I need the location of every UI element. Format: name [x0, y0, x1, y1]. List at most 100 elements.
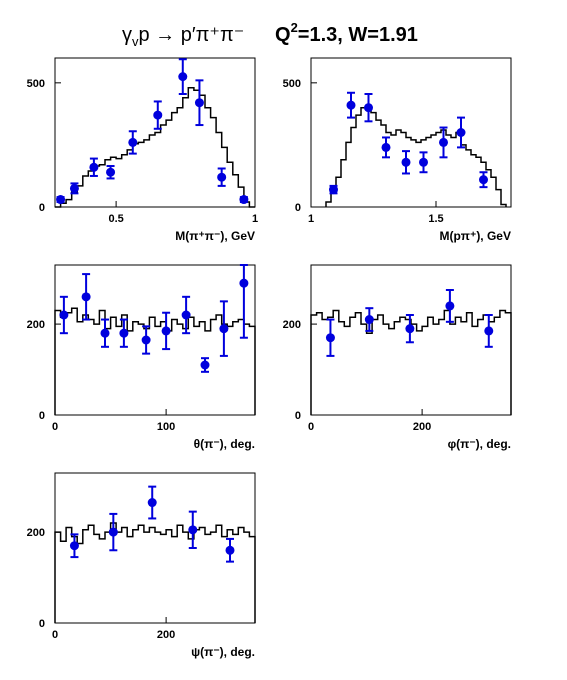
- point-marker: [108, 527, 118, 537]
- data-point: [69, 533, 79, 559]
- point-marker: [217, 172, 227, 182]
- data-point: [456, 116, 466, 149]
- x-tick-label: 200: [413, 421, 431, 433]
- x-axis-label: M(π⁺π⁻), GeV: [175, 229, 255, 243]
- data-point: [225, 537, 235, 563]
- data-point: [364, 93, 373, 123]
- point-marker: [456, 128, 466, 137]
- x-axis-label: M(pπ⁺), GeV: [439, 229, 511, 243]
- y-tick-label: 0: [39, 202, 45, 214]
- x-tick-label: 1.5: [428, 213, 443, 225]
- point-marker: [106, 167, 116, 177]
- y-tick-label: 0: [295, 202, 301, 214]
- chart-panel-4: 0 200 0 200 φ(π⁻), deg.: [283, 264, 512, 451]
- y-tick-label: 0: [39, 410, 45, 422]
- data-point: [439, 126, 448, 159]
- data-point: [445, 289, 455, 323]
- data-point: [484, 314, 494, 348]
- data-point: [346, 91, 356, 119]
- point-marker: [161, 326, 171, 336]
- data-point: [329, 184, 338, 195]
- data-point: [364, 307, 374, 332]
- title-final-state: ′π⁺π⁻: [192, 24, 244, 46]
- point-marker: [128, 137, 138, 147]
- svg-text:γvp → p′π⁺π⁻: γvp → p′π⁺π⁻: [122, 24, 244, 49]
- y-tick-label: 200: [283, 319, 301, 331]
- data-point: [239, 264, 249, 339]
- title-gamma-subscript: v: [132, 34, 139, 49]
- plot-frame: [310, 264, 512, 416]
- data-point: [81, 273, 91, 321]
- point-marker: [364, 103, 373, 113]
- y-tick-label: 200: [27, 527, 45, 539]
- x-tick-label: 0: [52, 629, 58, 641]
- data-point: [188, 510, 198, 549]
- point-marker: [188, 525, 198, 535]
- data-point: [56, 195, 66, 205]
- plot-frame: [54, 57, 256, 208]
- data-point: [381, 136, 391, 159]
- plot-frame: [54, 472, 256, 624]
- point-marker: [89, 162, 99, 172]
- plot-frame: [310, 57, 512, 208]
- point-marker: [479, 175, 488, 185]
- point-marker: [381, 142, 391, 152]
- y-tick-label: 200: [27, 319, 45, 331]
- y-tick-label: 500: [27, 78, 45, 90]
- data-point: [200, 357, 210, 373]
- point-marker: [69, 183, 79, 193]
- x-axis-label: φ(π⁻), deg.: [448, 437, 511, 451]
- data-point: [89, 157, 99, 177]
- data-point: [141, 325, 151, 355]
- point-marker: [239, 195, 249, 205]
- title-gamma: γ: [122, 24, 132, 46]
- chart-panel-5: 0 200 0 200 ψ(π⁻), deg.: [27, 472, 256, 659]
- data-point: [325, 318, 335, 357]
- histogram-line: [310, 309, 512, 415]
- point-marker: [141, 335, 151, 345]
- y-tick-label: 500: [283, 78, 301, 90]
- y-tick-label: 0: [39, 618, 45, 630]
- title-kinematics: =1.3, W=1.91: [298, 24, 418, 46]
- title-reaction: p → p: [139, 24, 192, 46]
- point-marker: [325, 333, 335, 343]
- svg-text:Q2=1.3, W=1.91: Q2=1.3, W=1.91: [275, 20, 418, 46]
- chart-panel-3: 0 100 0 200 θ(π⁻), deg.: [27, 264, 256, 451]
- x-axis-label: ψ(π⁻), deg.: [191, 645, 255, 659]
- point-marker: [153, 110, 163, 120]
- point-marker: [100, 328, 110, 338]
- histogram-line: [54, 522, 256, 623]
- point-marker: [194, 98, 204, 108]
- point-marker: [364, 315, 374, 325]
- point-marker: [119, 328, 129, 338]
- data-point: [217, 167, 227, 187]
- data-point: [69, 182, 79, 195]
- data-point: [161, 311, 171, 351]
- data-point: [239, 195, 249, 205]
- data-point: [59, 295, 69, 335]
- data-point: [401, 150, 411, 175]
- point-marker: [219, 324, 229, 334]
- y-tick-label: 0: [295, 410, 301, 422]
- x-tick-label: 200: [157, 629, 175, 641]
- data-point: [153, 100, 163, 130]
- data-point: [419, 151, 428, 174]
- point-marker: [445, 301, 455, 311]
- point-marker: [81, 292, 91, 302]
- title-q-superscript: 2: [291, 20, 298, 35]
- title-q: Q: [275, 24, 291, 46]
- data-point: [119, 318, 129, 348]
- data-point: [194, 79, 204, 127]
- chart-panel-2: 1 1.5 0 500 M(pπ⁺), GeV: [283, 57, 512, 243]
- point-marker: [401, 157, 411, 167]
- point-marker: [181, 310, 191, 320]
- x-tick-label: 0.5: [108, 213, 123, 225]
- histogram-line: [54, 307, 256, 415]
- point-marker: [200, 360, 210, 370]
- histogram-line: [325, 104, 507, 207]
- histogram-line: [55, 87, 255, 208]
- point-marker: [484, 326, 494, 336]
- x-tick-label: 1: [308, 213, 314, 225]
- point-marker: [419, 157, 428, 167]
